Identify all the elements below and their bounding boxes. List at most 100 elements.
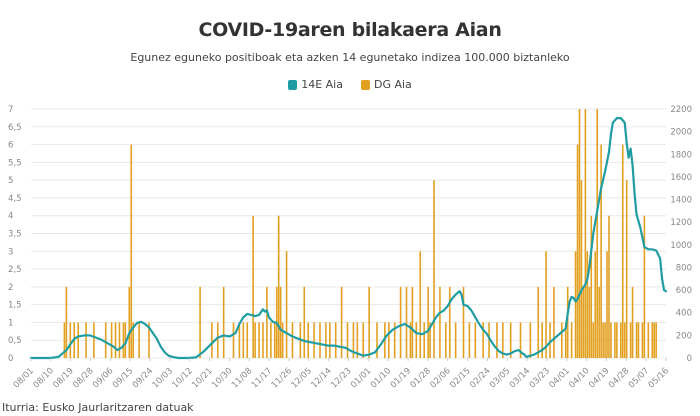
- y-right-tick-label: 800: [676, 263, 692, 273]
- x-tick-label: 12/23: [329, 366, 353, 390]
- y-right-tick-label: 1200: [670, 218, 692, 228]
- y-right-tick-label: 1600: [670, 173, 692, 183]
- y-right-tick-label: 1400: [670, 196, 692, 206]
- chart-title: COVID-19aren bilakaera Aian: [198, 19, 502, 41]
- bar-dg: [211, 322, 213, 358]
- bar-dg: [643, 215, 646, 358]
- bar-dg: [352, 322, 355, 358]
- bar-dg: [590, 215, 593, 358]
- bar-dg: [405, 286, 408, 358]
- bar-dg: [488, 322, 490, 358]
- x-tick-label: 04/19: [587, 366, 611, 390]
- y-left-tick-label: 2,5: [8, 265, 22, 275]
- x-tick-label: 02/24: [468, 366, 492, 390]
- x-tick-label: 04/10: [567, 366, 591, 390]
- line-14e: [29, 117, 668, 360]
- bar-series-dg: [63, 109, 657, 358]
- bar-dg: [566, 286, 569, 358]
- x-tick-label: 01/10: [369, 366, 393, 390]
- y-left-tick-label: 1: [8, 318, 13, 328]
- y-left-tick-label: 5,5: [8, 158, 22, 168]
- bar-dg: [411, 286, 414, 358]
- bar-dg: [77, 322, 79, 358]
- bar-dg: [334, 322, 337, 358]
- bar-dg: [329, 322, 331, 358]
- legend-label-dg: DG Aia: [373, 78, 412, 91]
- bar-dg: [588, 286, 591, 358]
- bar-dg: [285, 251, 288, 358]
- bar-dg: [619, 322, 622, 358]
- bar-dg: [393, 322, 396, 358]
- legend-item-14e[interactable]: 14E Aia: [288, 78, 343, 91]
- bar-dg: [319, 322, 321, 358]
- bar-dg: [270, 322, 272, 358]
- bar-dg: [578, 109, 581, 358]
- bar-dg: [580, 180, 583, 358]
- bar-dg: [368, 286, 370, 358]
- bar-dg: [602, 322, 604, 358]
- bar-dg: [610, 322, 612, 358]
- legend-swatch-line: [288, 79, 298, 90]
- bar-dg: [637, 322, 640, 358]
- legend-item-dg[interactable]: DG Aia: [360, 78, 412, 91]
- x-tick-label: 10/03: [151, 366, 175, 390]
- bar-dg: [340, 286, 343, 358]
- bar-dg: [279, 286, 282, 358]
- bar-dg: [114, 322, 117, 358]
- bar-dg: [468, 322, 471, 358]
- bar-dg: [564, 322, 567, 358]
- x-tick-label: 05/16: [647, 366, 671, 390]
- bar-dg: [582, 286, 585, 358]
- y-left-tick-label: 5: [8, 176, 13, 186]
- bar-dg: [262, 322, 264, 358]
- bar-dg: [545, 251, 547, 358]
- bar-dg: [600, 144, 602, 358]
- bar-dg: [303, 286, 306, 358]
- y-left-tick-label: 1,5: [8, 301, 22, 311]
- bar-dg: [122, 322, 125, 358]
- bar-dg: [549, 322, 551, 358]
- bar-dg: [104, 322, 107, 358]
- bar-dg: [647, 322, 650, 358]
- source-note: Iturria: Eusko Jaurlaritzaren datuak: [2, 401, 194, 414]
- x-tick-label: 09/15: [111, 366, 135, 390]
- bar-dg: [252, 215, 254, 358]
- y-left-tick-label: 2: [8, 283, 13, 293]
- bar-dg: [509, 322, 512, 358]
- x-tick-label: 03/05: [488, 366, 512, 390]
- bar-dg: [415, 322, 418, 358]
- bar-dg: [242, 322, 245, 358]
- bar-dg: [439, 286, 441, 358]
- bar-dg: [232, 322, 235, 358]
- bar-dg: [399, 286, 402, 358]
- chart-subtitle: Egunez eguneko positiboak eta azken 14 e…: [130, 51, 570, 64]
- bar-dg: [574, 251, 577, 358]
- bar-dg: [130, 144, 133, 358]
- x-tick-label: 12/05: [290, 366, 314, 390]
- bar-dg: [537, 286, 540, 358]
- bar-dg: [246, 322, 249, 358]
- bar-dg: [614, 322, 616, 358]
- bar-dg: [541, 322, 543, 358]
- y-right-tick-label: 200: [676, 331, 692, 341]
- bar-dg: [561, 322, 563, 358]
- bar-dg: [199, 286, 201, 358]
- x-tick-label: 10/30: [210, 366, 234, 390]
- y-left-tick-label: 0: [8, 354, 13, 364]
- bar-dg: [576, 144, 579, 358]
- bar-dg: [118, 322, 121, 358]
- x-tick-label: 04/28: [607, 366, 631, 390]
- bar-dg: [238, 322, 241, 358]
- x-tick-label: 04/01: [548, 366, 572, 390]
- bar-dg: [553, 286, 555, 358]
- bar-dg: [448, 286, 451, 358]
- legend: 14E Aia DG Aia: [0, 78, 700, 91]
- bar-dg: [419, 251, 422, 358]
- y-left-tick-label: 4,5: [8, 194, 22, 204]
- y-left-tick-label: 3,5: [8, 230, 22, 240]
- bar-dg: [128, 286, 131, 358]
- bar-dg: [427, 286, 429, 358]
- bar-dg: [604, 322, 606, 358]
- y-left-tick-label: 6: [8, 141, 13, 151]
